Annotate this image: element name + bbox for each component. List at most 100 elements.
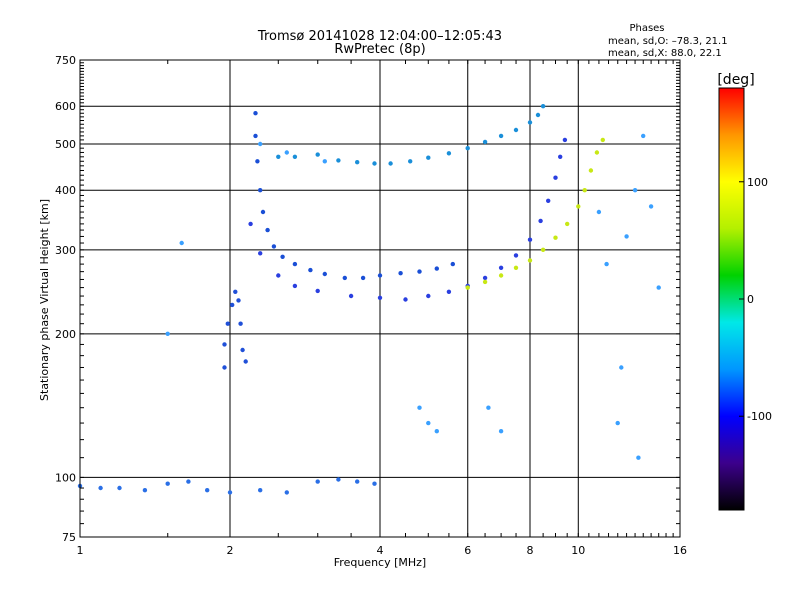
x-tick-label: 8	[527, 544, 534, 557]
data-point	[280, 254, 285, 259]
x-axis-label: Frequency [MHz]	[334, 556, 426, 569]
data-point	[142, 488, 148, 493]
stats-heading: Phases	[629, 23, 664, 34]
data-point	[553, 235, 558, 240]
x-tick-label: 10	[571, 544, 585, 557]
data-point	[527, 120, 533, 125]
data-point	[408, 159, 413, 164]
y-tick-label: 300	[55, 244, 76, 257]
data-point	[656, 285, 661, 290]
data-point	[342, 275, 347, 281]
data-point	[271, 244, 277, 249]
data-point	[527, 258, 533, 263]
data-point	[426, 293, 431, 299]
data-point	[336, 158, 341, 163]
data-point	[377, 295, 383, 300]
data-point	[315, 288, 320, 294]
x-tick-label: 4	[377, 544, 384, 557]
data-point	[284, 150, 289, 155]
data-point	[434, 266, 439, 271]
data-point	[565, 221, 570, 227]
data-point	[292, 154, 298, 159]
data-point	[398, 271, 403, 276]
data-point	[284, 490, 289, 495]
data-point	[258, 188, 263, 193]
data-point	[258, 251, 263, 256]
y-tick-label: 750	[55, 54, 76, 67]
data-point	[482, 139, 488, 145]
data-point	[308, 267, 313, 273]
data-point	[465, 146, 470, 151]
data-point	[255, 159, 260, 164]
data-point	[600, 137, 605, 143]
x-tick-label: 6	[464, 544, 471, 557]
data-point	[604, 261, 609, 267]
data-point	[641, 133, 646, 139]
data-point	[417, 269, 422, 274]
data-point	[240, 347, 245, 353]
data-point	[558, 154, 563, 159]
data-point	[238, 321, 243, 326]
data-point	[624, 234, 629, 239]
y-tick-label: 500	[55, 138, 76, 151]
data-point	[348, 293, 354, 299]
data-point	[117, 485, 122, 491]
data-point	[165, 331, 170, 336]
data-point	[615, 420, 620, 426]
data-point	[230, 302, 235, 308]
data-point	[253, 111, 258, 116]
data-point	[498, 429, 504, 434]
data-point	[540, 247, 546, 252]
data-point	[258, 141, 263, 147]
stats-line-o: mean, sd,O: –78.3, 21.1	[608, 36, 728, 47]
data-point	[434, 429, 439, 434]
data-point	[417, 405, 422, 410]
data-point	[619, 365, 624, 370]
data-point	[222, 342, 227, 347]
data-point	[482, 279, 488, 285]
data-point	[205, 488, 210, 493]
data-point	[315, 152, 320, 157]
data-point	[355, 160, 360, 165]
data-point	[498, 273, 504, 278]
data-point	[513, 127, 519, 133]
data-point	[179, 240, 184, 246]
data-point	[582, 188, 587, 193]
data-point	[576, 204, 581, 209]
y-axis-ticks: 75 100 200 300 400 500 600 750	[55, 54, 680, 544]
data-point	[596, 209, 602, 215]
colorbar-ticks: -100 0 100	[739, 176, 772, 423]
grid-lines	[80, 60, 680, 537]
y-tick-label: 200	[55, 328, 76, 341]
data-point	[260, 209, 266, 215]
data-point	[265, 227, 270, 233]
y-tick-label: 600	[55, 100, 76, 113]
data-point	[292, 261, 298, 267]
data-point	[227, 490, 233, 495]
data-point	[233, 289, 238, 294]
data-point	[388, 161, 393, 166]
data-point	[636, 455, 641, 460]
data-point	[450, 261, 455, 267]
data-point	[372, 481, 377, 486]
data-point	[276, 154, 281, 159]
y-axis-label: Stationary phase Virtual Height [km]	[38, 199, 51, 401]
data-point	[225, 321, 230, 326]
data-points	[77, 104, 661, 495]
data-point	[513, 265, 519, 270]
data-point	[538, 218, 543, 224]
data-point	[527, 237, 533, 242]
data-point	[540, 104, 546, 109]
data-point	[222, 365, 227, 370]
data-point	[336, 477, 341, 482]
x-tick-label: 1	[77, 544, 84, 557]
x-tick-label: 16	[673, 544, 687, 557]
data-point	[446, 289, 452, 294]
data-point	[248, 221, 253, 227]
colorbar-tick-label: 0	[747, 293, 754, 306]
data-point	[546, 198, 551, 203]
data-point	[535, 112, 541, 118]
data-point	[292, 283, 298, 289]
data-point	[322, 271, 327, 277]
